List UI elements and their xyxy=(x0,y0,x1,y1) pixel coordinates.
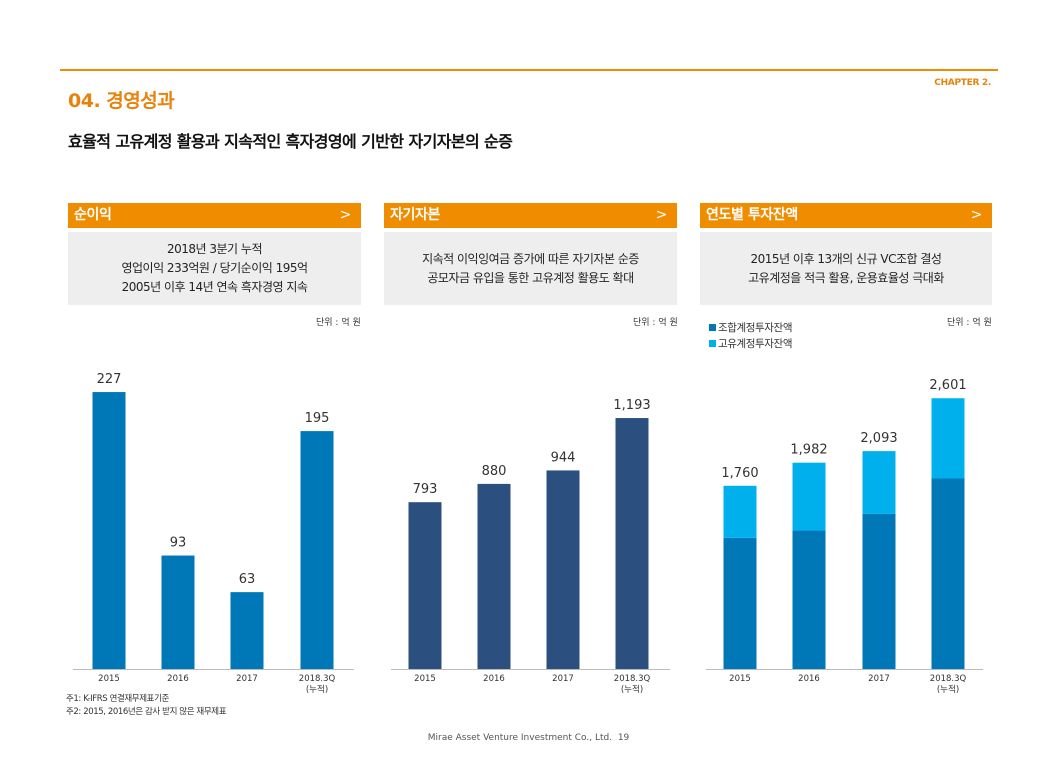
x-tick-label: 2016 xyxy=(798,674,820,684)
data-label: 1,982 xyxy=(790,443,827,458)
panel-title: 연도별 투자잔액 xyxy=(706,207,798,223)
chart-legend: 조합계정투자잔액 고유계정투자잔액 xyxy=(709,320,792,352)
section-title: 04. 경영성과 xyxy=(68,90,175,112)
page-number: 19 xyxy=(617,733,630,743)
bar-segment xyxy=(862,451,896,514)
bar xyxy=(161,555,195,669)
footer-company: Mirae Asset Venture Investment Co., Ltd. xyxy=(427,733,613,743)
panel-header-equity[interactable]: 자기자본 > xyxy=(384,203,677,228)
panel-title: 자기자본 xyxy=(390,207,440,223)
data-label: 2,601 xyxy=(929,378,966,393)
x-tick-label: 2016 xyxy=(483,674,505,684)
bar xyxy=(230,592,264,669)
legend-swatch xyxy=(709,324,716,331)
summary-line: 공모자금 유입을 통한 고유계정 활용도 확대 xyxy=(427,270,634,285)
summary-line: 2018년 3분기 누적 xyxy=(166,242,263,256)
bar-segment xyxy=(862,513,896,669)
data-label: 944 xyxy=(551,450,576,465)
x-tick-sublabel: (누적) xyxy=(306,684,328,695)
bar xyxy=(300,431,334,669)
panel-title: 순이익 xyxy=(74,207,112,223)
summary-line: 2015년 이후 13개의 신규 VC조합 결성 xyxy=(750,251,942,266)
data-label: 195 xyxy=(305,411,330,426)
legend-label: 조합계정투자잔액 xyxy=(718,322,793,334)
data-label: 793 xyxy=(413,482,438,497)
unit-label: 단위 : 억 원 xyxy=(947,318,992,328)
summary-line: 영업이익 233억원 / 당기순이익 195억 xyxy=(121,261,308,275)
bar-segment xyxy=(723,537,757,669)
unit-label: 단위 : 억 원 xyxy=(316,318,361,328)
data-label: 880 xyxy=(482,464,507,479)
x-tick-sublabel: (누적) xyxy=(621,684,643,695)
page-footer: Mirae Asset Venture Investment Co., Ltd.… xyxy=(0,733,1057,743)
legend-item-own: 고유계정투자잔액 xyxy=(709,336,792,352)
bar-segment xyxy=(931,478,965,669)
panel-header-investment[interactable]: 연도별 투자잔액 > xyxy=(700,203,992,228)
bar xyxy=(546,470,580,669)
x-tick-label: 2017 xyxy=(868,674,890,684)
data-label: 93 xyxy=(170,536,187,551)
panel-summary-investment: 2015년 이후 13개의 신규 VC조합 결성 고유계정을 적극 활용, 운용… xyxy=(700,232,992,305)
chevron-right-icon[interactable]: > xyxy=(339,207,352,223)
header-rule xyxy=(60,69,998,71)
x-tick-sublabel: (누적) xyxy=(937,684,959,695)
chevron-right-icon[interactable]: > xyxy=(970,207,983,223)
data-label: 1,193 xyxy=(613,398,650,413)
summary-line: 고유계정을 적극 활용, 운용효율성 극대화 xyxy=(748,270,944,285)
legend-label: 고유계정투자잔액 xyxy=(718,338,793,350)
legend-item-fund: 조합계정투자잔액 xyxy=(709,320,792,336)
data-label: 63 xyxy=(239,572,256,587)
panel-summary-equity: 지속적 이익잉여금 증가에 따른 자기자본 순증 공모자금 유입을 통한 고유계… xyxy=(384,232,677,305)
page-subtitle: 효율적 고유계정 활용과 지속적인 흑자경영에 기반한 자기자본의 순증 xyxy=(68,132,513,151)
bar-segment xyxy=(792,530,826,669)
panel-summary-net-income: 2018년 3분기 누적 영업이익 233억원 / 당기순이익 195억 200… xyxy=(68,232,361,305)
bar xyxy=(615,418,649,669)
chapter-label: CHAPTER 2. xyxy=(934,78,991,88)
x-tick-label: 2015 xyxy=(98,674,120,684)
footnote: 주2: 2015, 2016년은 감사 받지 않은 재무제표 xyxy=(66,707,227,717)
footnote: 주1: K-IFRS 연결재무제표기준 xyxy=(66,694,169,704)
unit-label: 단위 : 억 원 xyxy=(633,318,678,328)
summary-line: 2005년 이후 14년 연속 흑자경영 지속 xyxy=(121,280,308,294)
x-tick-label: 2017 xyxy=(552,674,574,684)
x-tick-label: 2018.3Q xyxy=(299,674,336,684)
x-tick-label: 2015 xyxy=(414,674,436,684)
bar-segment xyxy=(723,485,757,538)
bar xyxy=(477,483,511,669)
bar xyxy=(92,392,126,669)
bar xyxy=(408,502,442,669)
panel-header-net-income[interactable]: 순이익 > xyxy=(68,203,361,228)
bar-segment xyxy=(792,462,826,531)
x-tick-label: 2017 xyxy=(236,674,258,684)
x-tick-label: 2018.3Q xyxy=(614,674,651,684)
chevron-right-icon[interactable]: > xyxy=(655,207,668,223)
legend-swatch xyxy=(709,340,716,347)
x-tick-label: 2018.3Q xyxy=(930,674,967,684)
x-tick-label: 2016 xyxy=(167,674,189,684)
x-tick-label: 2015 xyxy=(729,674,751,684)
bar-segment xyxy=(931,398,965,479)
data-label: 227 xyxy=(97,372,122,387)
summary-line: 지속적 이익잉여금 증가에 따른 자기자본 순증 xyxy=(422,251,639,266)
data-label: 1,760 xyxy=(721,466,758,481)
data-label: 2,093 xyxy=(860,431,897,446)
